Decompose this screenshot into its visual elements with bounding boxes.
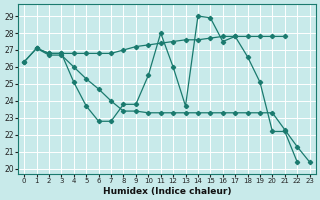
X-axis label: Humidex (Indice chaleur): Humidex (Indice chaleur): [103, 187, 231, 196]
